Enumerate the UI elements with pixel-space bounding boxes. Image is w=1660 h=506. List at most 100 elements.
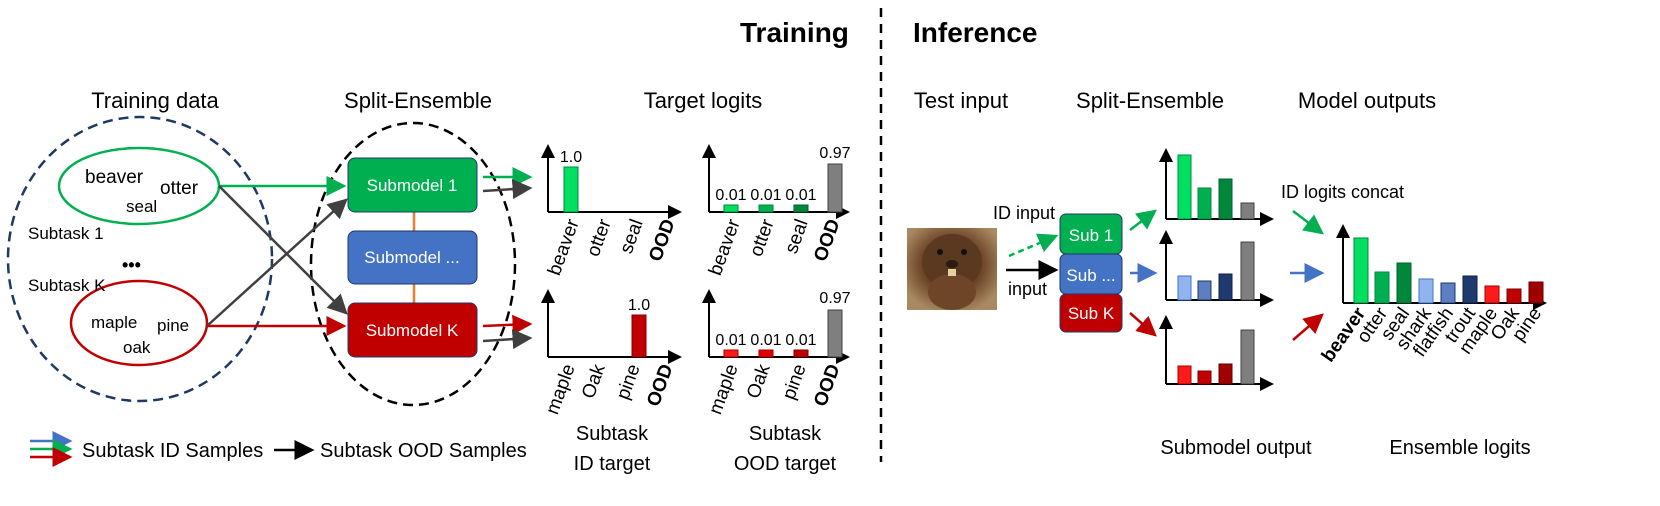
bar (793, 349, 809, 358)
tick-label: otter (746, 216, 779, 260)
sub1-output-arrow (1129, 209, 1157, 231)
training-data-outer-ellipse (6, 115, 274, 403)
tick-label: Oak (578, 361, 610, 401)
bar (758, 349, 774, 358)
split-ensemble-inference-title: Split-Ensemble (1076, 88, 1224, 113)
bar (758, 204, 774, 213)
ood-target-caption-line2: OOD target (734, 453, 837, 475)
class-seal: seal (126, 197, 157, 216)
bar (1353, 237, 1369, 304)
target-logits-title: Target logits (644, 88, 763, 113)
ensemble-logits-caption: Ensemble logits (1389, 437, 1530, 459)
tick-label: Oak (743, 361, 775, 401)
bar (1240, 202, 1255, 220)
submodel-K-box (347, 302, 478, 358)
bar (1177, 154, 1192, 220)
bar (1197, 187, 1212, 220)
bar-beaver-id-target (563, 166, 579, 213)
inference-header: Inference (913, 17, 1038, 48)
value-label: 1.0 (628, 297, 650, 314)
tick-label: seal (616, 217, 648, 257)
subtaskK-set-ellipse (69, 279, 209, 367)
value-label: 0.01 (750, 332, 781, 349)
subK-output-arrow (1129, 312, 1157, 337)
bar (1240, 241, 1255, 301)
id-input-arrow (1008, 233, 1059, 258)
class-oak: oak (123, 338, 151, 357)
tick-label: OOD (643, 362, 678, 410)
training-header: Training (740, 17, 849, 48)
inference-subK-label: Sub K (1068, 304, 1115, 323)
id-input-label: ID input (993, 203, 1055, 223)
inference-subdots-label: Sub ... (1066, 266, 1115, 285)
value-label: 0.01 (715, 187, 746, 204)
bar (723, 349, 739, 358)
ood-target-caption-line1: Subtask (749, 423, 822, 445)
bar-pine-id-target (631, 314, 647, 358)
bar (723, 204, 739, 213)
bar (827, 163, 843, 213)
legend: Subtask ID Samples Subtask OOD Samples (30, 431, 527, 467)
tick-label: beaver (544, 216, 584, 278)
submodel-output-caption: Submodel output (1160, 437, 1312, 459)
bar (1177, 275, 1192, 301)
bar (1462, 275, 1478, 304)
model-outputs-title: Model outputs (1298, 88, 1436, 113)
bar (1240, 329, 1255, 385)
ood-arrow-setK-to-m1 (206, 198, 348, 327)
bar (1374, 271, 1390, 304)
legend-ood-samples: Subtask OOD Samples (320, 440, 527, 462)
submodel-1-label: Submodel 1 (367, 176, 458, 195)
submodel-dots-box (347, 230, 478, 285)
id-logits-concat-label: ID logits concat (1281, 182, 1404, 202)
value-label: 0.97 (819, 290, 850, 307)
m1-ood-output-arrow (482, 179, 533, 200)
bar (1177, 365, 1192, 385)
bar (1396, 262, 1412, 304)
bar (1218, 178, 1233, 220)
class-maple: maple (91, 313, 137, 332)
value-label: 1.0 (560, 149, 582, 166)
bar (827, 309, 843, 358)
inference-sub1-label: Sub 1 (1069, 226, 1113, 245)
mK-ood-output-arrow (482, 329, 533, 350)
ood-target-chart-1: 0.01 0.01 0.01 0.97 beaver otter seal OO… (702, 144, 851, 278)
input-label: input (1008, 279, 1047, 299)
bar (1197, 280, 1212, 301)
split-ensemble-title: Split-Ensemble (344, 88, 492, 113)
submodel-1-box (347, 157, 478, 213)
legend-id-samples: Subtask ID Samples (82, 440, 263, 462)
ood-arrow-set1-to-mK (218, 185, 348, 315)
bar (1506, 288, 1522, 304)
id-target-caption-line2: ID target (574, 453, 651, 475)
test-input-title: Test input (914, 88, 1008, 113)
submodel-dots-label: Submodel ... (364, 248, 459, 267)
submodel-output-chart-1 (1159, 148, 1274, 226)
tick-label: seal (781, 217, 813, 257)
submodel-output-chart-K (1159, 315, 1274, 391)
tick-label: OOD (645, 217, 680, 265)
bar (1218, 363, 1233, 385)
bar (1218, 273, 1233, 301)
bar (1528, 281, 1544, 304)
training-data-title: Training data (91, 88, 219, 113)
mK-id-output-arrow (482, 314, 533, 335)
bar (1418, 278, 1434, 304)
id-target-chart-K: 1.0 maple Oak pine OOD (541, 289, 682, 418)
concat-red-arrow (1292, 313, 1324, 341)
value-label: 0.01 (785, 332, 816, 349)
bar (1484, 285, 1500, 304)
submodel-output-chart-dots (1159, 230, 1274, 307)
tick-label: pine (779, 362, 811, 403)
value-label: 0.01 (785, 187, 816, 204)
class-otter: otter (160, 178, 199, 199)
tick-label: maple (542, 362, 579, 418)
value-label: 0.01 (715, 332, 746, 349)
tick-label: pine (613, 362, 645, 403)
tick-label: maple (705, 362, 742, 418)
id-target-chart-1: 1.0 beaver otter seal OOD (541, 144, 682, 278)
ensemble-logits-chart: beaver otter seal shark flatfish trout m… (1318, 224, 1547, 366)
bar (793, 204, 809, 213)
ellipsis-dots: ••• (122, 255, 141, 275)
